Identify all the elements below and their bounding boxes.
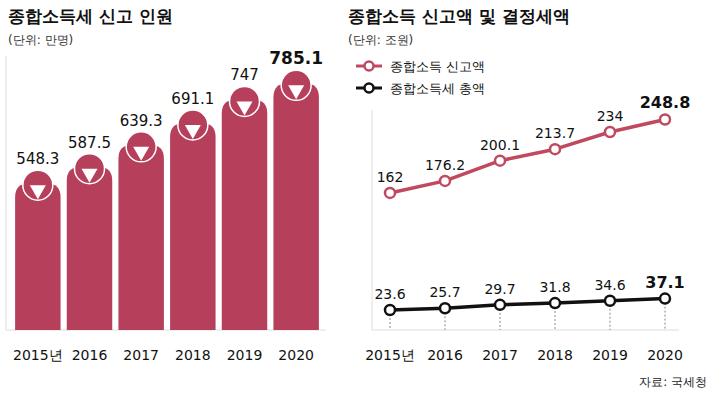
bar-cap	[126, 132, 156, 162]
legend-label: 종합소득 신고액	[390, 59, 485, 74]
bar-cap	[75, 154, 105, 184]
legend-marker	[365, 62, 374, 71]
y-axis-line	[372, 110, 373, 330]
marker	[660, 294, 670, 304]
x-tick-label: 2020	[647, 347, 683, 363]
bar	[118, 145, 163, 330]
data-label: 234	[597, 108, 624, 124]
bar	[222, 99, 267, 330]
x-tick-label: 2015년	[13, 347, 63, 363]
data-label: 23.6	[374, 286, 405, 302]
data-label: 639.3	[120, 112, 163, 130]
x-tick-label: 2017	[123, 347, 159, 363]
data-label: 248.8	[640, 93, 691, 112]
bar-cap	[178, 110, 208, 140]
marker	[660, 114, 670, 124]
marker	[440, 176, 450, 186]
x-tick-label: 2016	[72, 347, 108, 363]
data-label: 29.7	[484, 281, 515, 297]
data-label: 587.5	[68, 134, 111, 152]
bars	[15, 70, 319, 330]
legend-label: 종합소득세 총액	[390, 81, 485, 96]
data-label: 31.8	[539, 279, 570, 295]
marker	[495, 156, 505, 166]
series-line	[390, 119, 665, 192]
bar-cap-arrow	[30, 185, 46, 199]
lines	[385, 114, 670, 330]
bar	[170, 123, 215, 330]
data-label: 785.1	[269, 48, 323, 68]
chart-root: 종합소득세 신고 인원 (단위: 만명) 548.3 2015년 587.5 2016 63…	[0, 0, 717, 394]
series-line	[390, 299, 665, 310]
data-label: 34.6	[594, 277, 625, 293]
source: 자료: 국세청	[639, 375, 707, 389]
bar-cap-arrow	[133, 147, 149, 161]
x-tick-label: 2018	[537, 347, 573, 363]
bar	[15, 183, 60, 330]
x-tick-label: 2020	[278, 347, 314, 363]
data-label: 176.2	[425, 157, 465, 173]
data-label: 37.1	[645, 273, 684, 292]
x-tick-label: 2019	[592, 347, 628, 363]
y-axis-line	[6, 56, 7, 330]
marker	[385, 305, 395, 315]
marker	[550, 144, 560, 154]
title: 종합소득세 신고 인원	[8, 6, 173, 26]
legend-marker	[365, 84, 374, 93]
data-label: 691.1	[171, 90, 214, 108]
x-tick-label: 2016	[427, 347, 463, 363]
data-label: 548.3	[16, 150, 59, 168]
x-tick-label: 2019	[227, 347, 263, 363]
bar-cap-arrow	[82, 169, 98, 183]
data-label: 747	[230, 66, 259, 84]
marker	[605, 127, 615, 137]
bar-cap-arrow	[288, 85, 304, 99]
x-tick-label: 2018	[175, 347, 211, 363]
bar	[273, 83, 318, 330]
bar-cap	[230, 86, 260, 116]
data-label: 200.1	[480, 137, 520, 153]
x-axis-line	[372, 330, 679, 331]
x-tick-label: 2017	[482, 347, 518, 363]
bar	[67, 167, 112, 330]
bar-cap-arrow	[185, 125, 201, 139]
bar-cap	[23, 170, 53, 200]
marker	[550, 298, 560, 308]
marker	[495, 300, 505, 310]
subtitle: (단위: 만명)	[8, 33, 73, 47]
marker	[440, 303, 450, 313]
bar-cap	[281, 70, 311, 100]
data-label: 213.7	[535, 125, 575, 141]
marker	[605, 296, 615, 306]
x-tick-label: 2015년	[365, 347, 415, 363]
title: 종합소득 신고액 및 결정세액	[348, 6, 570, 26]
data-label: 25.7	[429, 284, 460, 300]
marker	[385, 188, 395, 198]
subtitle: (단위: 조원)	[348, 33, 413, 47]
bar-cap-arrow	[237, 101, 253, 115]
data-label: 162	[377, 169, 404, 185]
